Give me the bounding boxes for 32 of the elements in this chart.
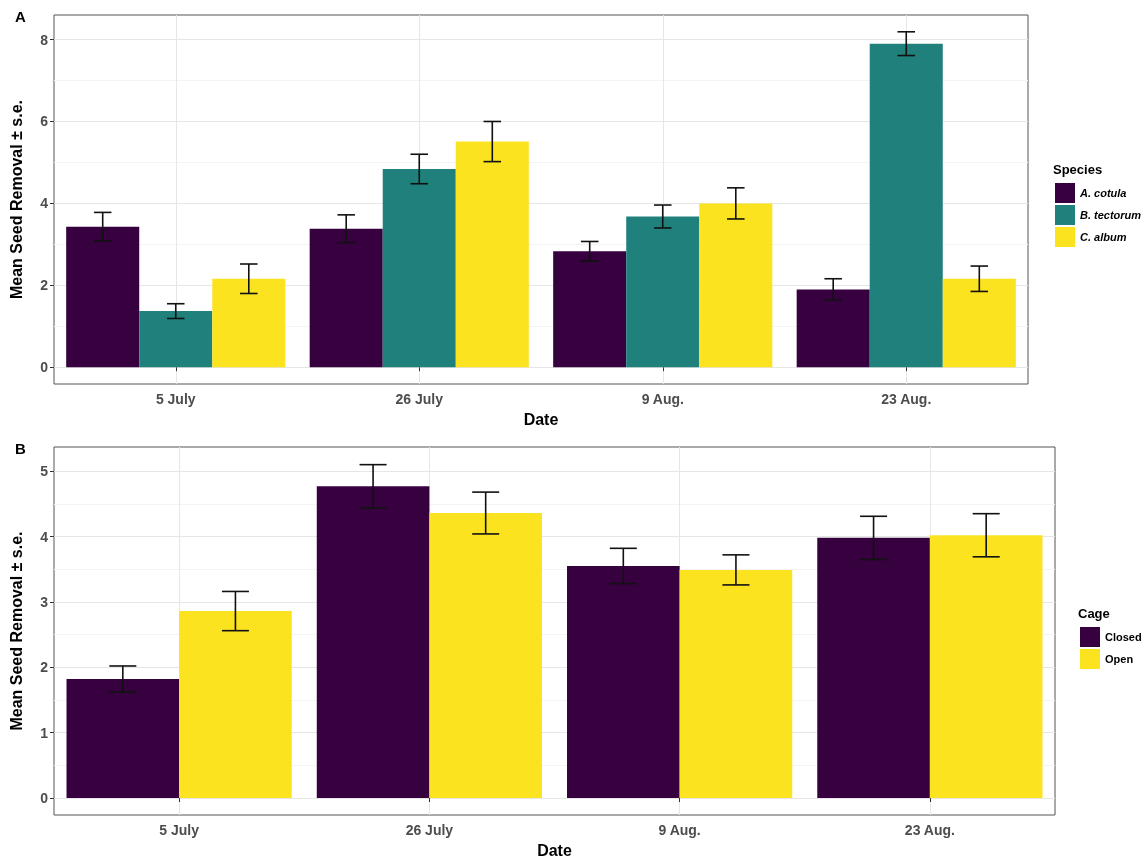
x-axis-title: Date	[537, 841, 572, 859]
legend-label: A. cotula	[1079, 187, 1127, 199]
y-tick-label: 0	[40, 359, 49, 376]
chart-title: A	[15, 8, 26, 25]
x-axis-title: Date	[523, 410, 559, 428]
x-tick-label: 5 July	[155, 391, 196, 407]
y-tick-label: 5	[40, 463, 49, 480]
x-tick-label: 9 Aug.	[641, 391, 684, 407]
legend-label: Closed	[1105, 631, 1142, 643]
legend-title: Cage	[1078, 606, 1110, 621]
y-tick-label: 8	[40, 31, 49, 48]
legend-label: B. tectorum	[1080, 209, 1142, 221]
x-tick-label: 23 Aug.	[881, 391, 932, 407]
x-tick-label: 23 Aug.	[904, 822, 955, 838]
y-tick-label: 0	[40, 790, 49, 807]
legend-label: C. album	[1080, 231, 1127, 243]
x-tick-label: 26 July	[405, 822, 454, 838]
x-tick-label: 9 Aug.	[658, 822, 701, 838]
x-tick-label: 26 July	[395, 391, 444, 407]
chart-title: B	[15, 440, 26, 457]
y-tick-label: 1	[40, 724, 49, 741]
y-tick-label: 4	[40, 195, 49, 212]
y-axis-title: Mean Seed Removal ± s.e.	[7, 531, 25, 731]
y-tick-label: 2	[40, 659, 49, 676]
legend-title: Species	[1053, 162, 1103, 177]
legend-label: Open	[1105, 653, 1134, 665]
y-tick-label: 4	[40, 528, 49, 545]
y-tick-label: 6	[40, 113, 49, 130]
y-tick-label: 3	[40, 593, 49, 610]
y-axis-title: Mean Seed Removal ± s.e.	[7, 99, 25, 300]
x-tick-label: 5 July	[159, 822, 200, 838]
y-tick-label: 2	[40, 277, 49, 294]
